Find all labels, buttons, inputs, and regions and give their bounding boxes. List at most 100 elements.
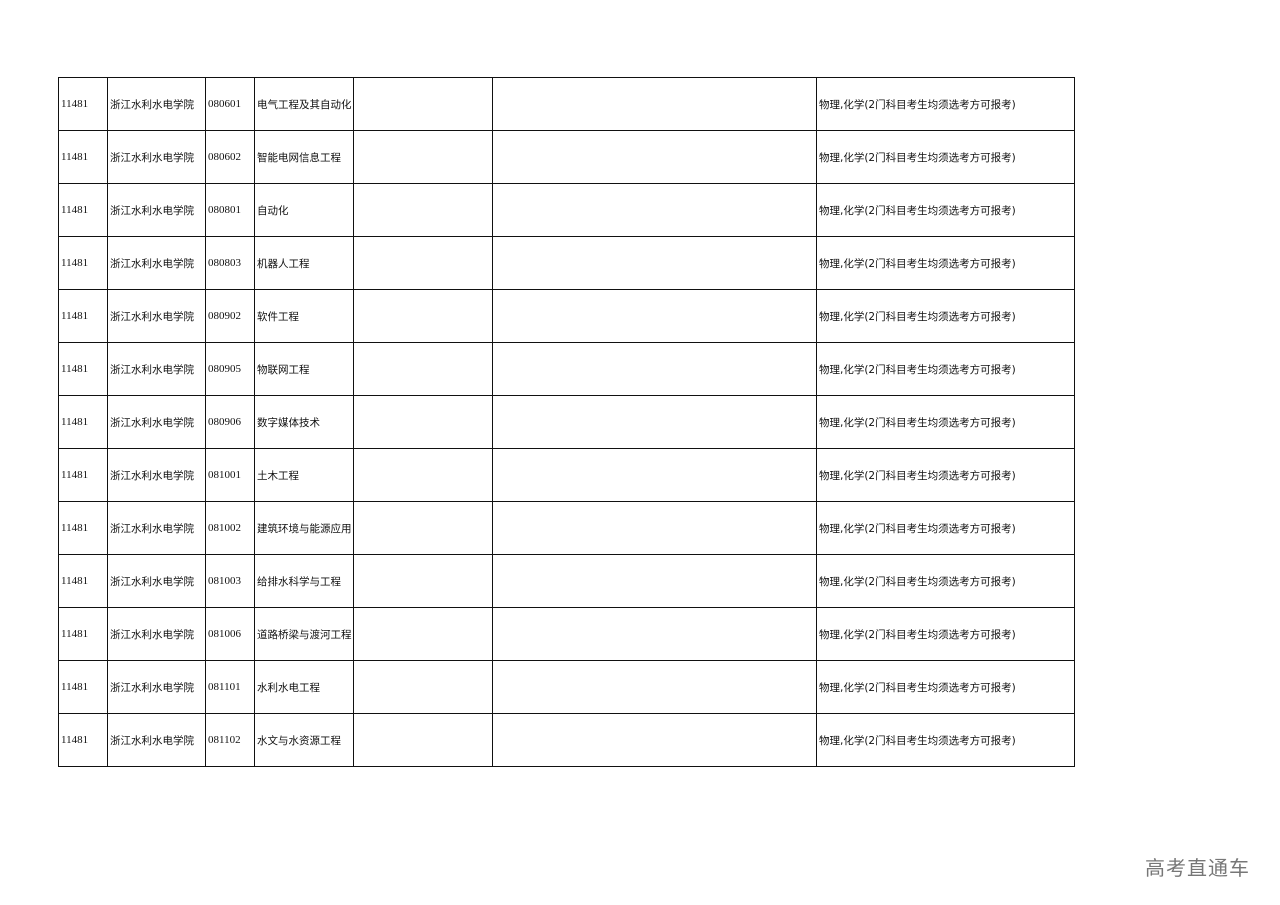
subject-requirement-cell: 物理,化学(2门科目考生均须选考方可报考) — [816, 448, 1075, 502]
empty-cell — [492, 448, 817, 502]
school-name-cell: 浙江水利水电学院 — [107, 660, 206, 714]
major-code-cell: 080602 — [205, 130, 255, 184]
table-row: 11481 浙江水利水电学院 081003 给排水科学与工程 物理,化学(2门科目考生均… — [58, 554, 1075, 608]
empty-cell — [353, 236, 493, 290]
major-name-cell: 电气工程及其自动化 — [254, 77, 354, 131]
table-row: 11481 浙江水利水电学院 081006 道路桥梁与渡河工程 物理,化学(2门科目考生… — [58, 607, 1075, 661]
major-code-cell: 081003 — [205, 554, 255, 608]
school-name-cell: 浙江水利水电学院 — [107, 607, 206, 661]
major-code-cell: 080905 — [205, 342, 255, 396]
subject-requirement-cell: 物理,化学(2门科目考生均须选考方可报考) — [816, 713, 1075, 767]
empty-cell — [492, 289, 817, 343]
major-name-cell: 数字媒体技术 — [254, 395, 354, 449]
major-code-cell: 080601 — [205, 77, 255, 131]
major-code-cell: 080803 — [205, 236, 255, 290]
major-code-cell: 081101 — [205, 660, 255, 714]
empty-cell — [492, 236, 817, 290]
subject-requirement-cell: 物理,化学(2门科目考生均须选考方可报考) — [816, 183, 1075, 237]
school-name-cell: 浙江水利水电学院 — [107, 130, 206, 184]
table-row: 11481 浙江水利水电学院 080803 机器人工程 物理,化学(2门科目考生均须选考… — [58, 236, 1075, 290]
major-code-cell: 081001 — [205, 448, 255, 502]
table-row: 11481 浙江水利水电学院 080902 软件工程 物理,化学(2门科目考生均须选考方… — [58, 289, 1075, 343]
subject-requirement-cell: 物理,化学(2门科目考生均须选考方可报考) — [816, 236, 1075, 290]
table-row: 11481 浙江水利水电学院 080906 数字媒体技术 物理,化学(2门科目考生均须选… — [58, 395, 1075, 449]
major-name-cell: 机器人工程 — [254, 236, 354, 290]
table-row: 11481 浙江水利水电学院 080801 自动化 物理,化学(2门科目考生均须选考方可… — [58, 183, 1075, 237]
school-code-cell: 11481 — [58, 607, 108, 661]
major-name-cell: 土木工程 — [254, 448, 354, 502]
empty-cell — [492, 77, 817, 131]
school-name-cell: 浙江水利水电学院 — [107, 448, 206, 502]
school-name-cell: 浙江水利水电学院 — [107, 713, 206, 767]
empty-cell — [492, 395, 817, 449]
subject-requirement-cell: 物理,化学(2门科目考生均须选考方可报考) — [816, 130, 1075, 184]
empty-cell — [492, 607, 817, 661]
empty-cell — [492, 713, 817, 767]
subject-requirement-cell: 物理,化学(2门科目考生均须选考方可报考) — [816, 501, 1075, 555]
school-code-cell: 11481 — [58, 554, 108, 608]
major-name-cell: 给排水科学与工程 — [254, 554, 354, 608]
major-code-cell: 080906 — [205, 395, 255, 449]
school-code-cell: 11481 — [58, 130, 108, 184]
school-name-cell: 浙江水利水电学院 — [107, 501, 206, 555]
table-row: 11481 浙江水利水电学院 081002 建筑环境与能源应用 物理,化学(2门科目考生… — [58, 501, 1075, 555]
major-code-cell: 080902 — [205, 289, 255, 343]
empty-cell — [492, 342, 817, 396]
watermark: 高考直通车 — [1145, 856, 1250, 880]
major-name-cell: 智能电网信息工程 — [254, 130, 354, 184]
major-name-cell: 软件工程 — [254, 289, 354, 343]
school-code-cell: 11481 — [58, 77, 108, 131]
school-code-cell: 11481 — [58, 713, 108, 767]
major-code-cell: 081002 — [205, 501, 255, 555]
school-name-cell: 浙江水利水电学院 — [107, 395, 206, 449]
major-name-cell: 道路桥梁与渡河工程 — [254, 607, 354, 661]
school-name-cell: 浙江水利水电学院 — [107, 183, 206, 237]
school-code-cell: 11481 — [58, 289, 108, 343]
school-code-cell: 11481 — [58, 183, 108, 237]
empty-cell — [353, 501, 493, 555]
table-row: 11481 浙江水利水电学院 080905 物联网工程 物理,化学(2门科目考生均须选考… — [58, 342, 1075, 396]
table-row: 11481 浙江水利水电学院 080602 智能电网信息工程 物理,化学(2门科目考生均… — [58, 130, 1075, 184]
school-name-cell: 浙江水利水电学院 — [107, 77, 206, 131]
empty-cell — [492, 501, 817, 555]
empty-cell — [353, 77, 493, 131]
school-name-cell: 浙江水利水电学院 — [107, 554, 206, 608]
school-code-cell: 11481 — [58, 342, 108, 396]
major-name-cell: 水利水电工程 — [254, 660, 354, 714]
school-code-cell: 11481 — [58, 660, 108, 714]
empty-cell — [353, 554, 493, 608]
table-row: 11481 浙江水利水电学院 081102 水文与水资源工程 物理,化学(2门科目考生均… — [58, 713, 1075, 767]
admission-table: 11481 浙江水利水电学院 080601 电气工程及其自动化 物理,化学(2门科目考生… — [58, 77, 1075, 767]
empty-cell — [353, 130, 493, 184]
empty-cell — [353, 660, 493, 714]
empty-cell — [353, 713, 493, 767]
subject-requirement-cell: 物理,化学(2门科目考生均须选考方可报考) — [816, 607, 1075, 661]
subject-requirement-cell: 物理,化学(2门科目考生均须选考方可报考) — [816, 660, 1075, 714]
major-code-cell: 081006 — [205, 607, 255, 661]
subject-requirement-cell: 物理,化学(2门科目考生均须选考方可报考) — [816, 395, 1075, 449]
major-code-cell: 080801 — [205, 183, 255, 237]
school-code-cell: 11481 — [58, 236, 108, 290]
table-row: 11481 浙江水利水电学院 080601 电气工程及其自动化 物理,化学(2门科目考生… — [58, 77, 1075, 131]
school-name-cell: 浙江水利水电学院 — [107, 342, 206, 396]
major-name-cell: 物联网工程 — [254, 342, 354, 396]
school-code-cell: 11481 — [58, 448, 108, 502]
empty-cell — [353, 607, 493, 661]
major-name-cell: 建筑环境与能源应用 — [254, 501, 354, 555]
empty-cell — [353, 289, 493, 343]
empty-cell — [353, 448, 493, 502]
empty-cell — [492, 130, 817, 184]
empty-cell — [353, 395, 493, 449]
subject-requirement-cell: 物理,化学(2门科目考生均须选考方可报考) — [816, 289, 1075, 343]
empty-cell — [353, 342, 493, 396]
school-name-cell: 浙江水利水电学院 — [107, 289, 206, 343]
major-name-cell: 水文与水资源工程 — [254, 713, 354, 767]
empty-cell — [492, 660, 817, 714]
major-code-cell: 081102 — [205, 713, 255, 767]
school-code-cell: 11481 — [58, 501, 108, 555]
table-row: 11481 浙江水利水电学院 081101 水利水电工程 物理,化学(2门科目考生均须选… — [58, 660, 1075, 714]
major-name-cell: 自动化 — [254, 183, 354, 237]
empty-cell — [492, 554, 817, 608]
subject-requirement-cell: 物理,化学(2门科目考生均须选考方可报考) — [816, 77, 1075, 131]
subject-requirement-cell: 物理,化学(2门科目考生均须选考方可报考) — [816, 554, 1075, 608]
